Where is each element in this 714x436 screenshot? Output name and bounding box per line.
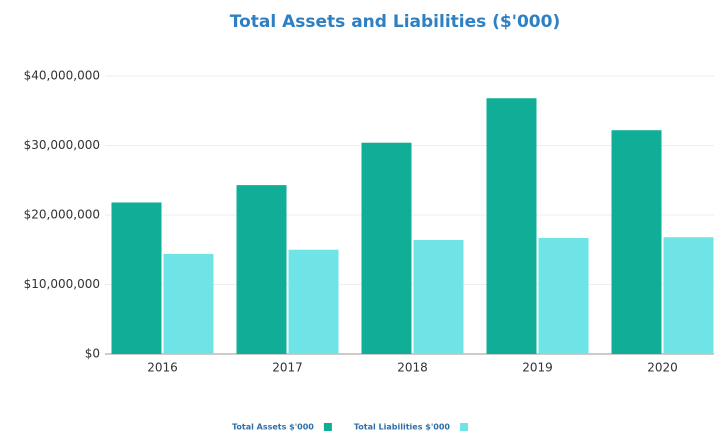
x-tick-label: 2017 [272, 361, 303, 375]
bar [486, 98, 537, 355]
legend-label: Total Assets $'000 [232, 423, 314, 432]
bar [111, 202, 162, 354]
x-tick-label: 2020 [647, 361, 678, 375]
y-tick-label: $0 [85, 347, 100, 361]
bar [236, 185, 287, 354]
legend-swatch [459, 423, 468, 431]
bar [361, 142, 412, 354]
x-tick-label: 2019 [522, 361, 553, 375]
x-tick-label: 2016 [147, 361, 178, 375]
bar [413, 240, 464, 354]
bar [611, 130, 662, 354]
legend-swatch [323, 423, 332, 431]
y-tick-label: $10,000,000 [24, 277, 100, 291]
chart-title: Total Assets and Liabilities ($'000) [230, 12, 560, 32]
bar [663, 237, 714, 354]
y-tick-label: $30,000,000 [24, 138, 100, 152]
bar [288, 249, 339, 354]
bar [163, 253, 214, 354]
y-tick-label: $20,000,000 [24, 208, 100, 222]
bar [538, 237, 589, 354]
x-tick-label: 2018 [397, 361, 428, 375]
y-tick-label: $40,000,000 [24, 69, 100, 83]
legend-label: Total Liabilities $'000 [354, 423, 451, 432]
